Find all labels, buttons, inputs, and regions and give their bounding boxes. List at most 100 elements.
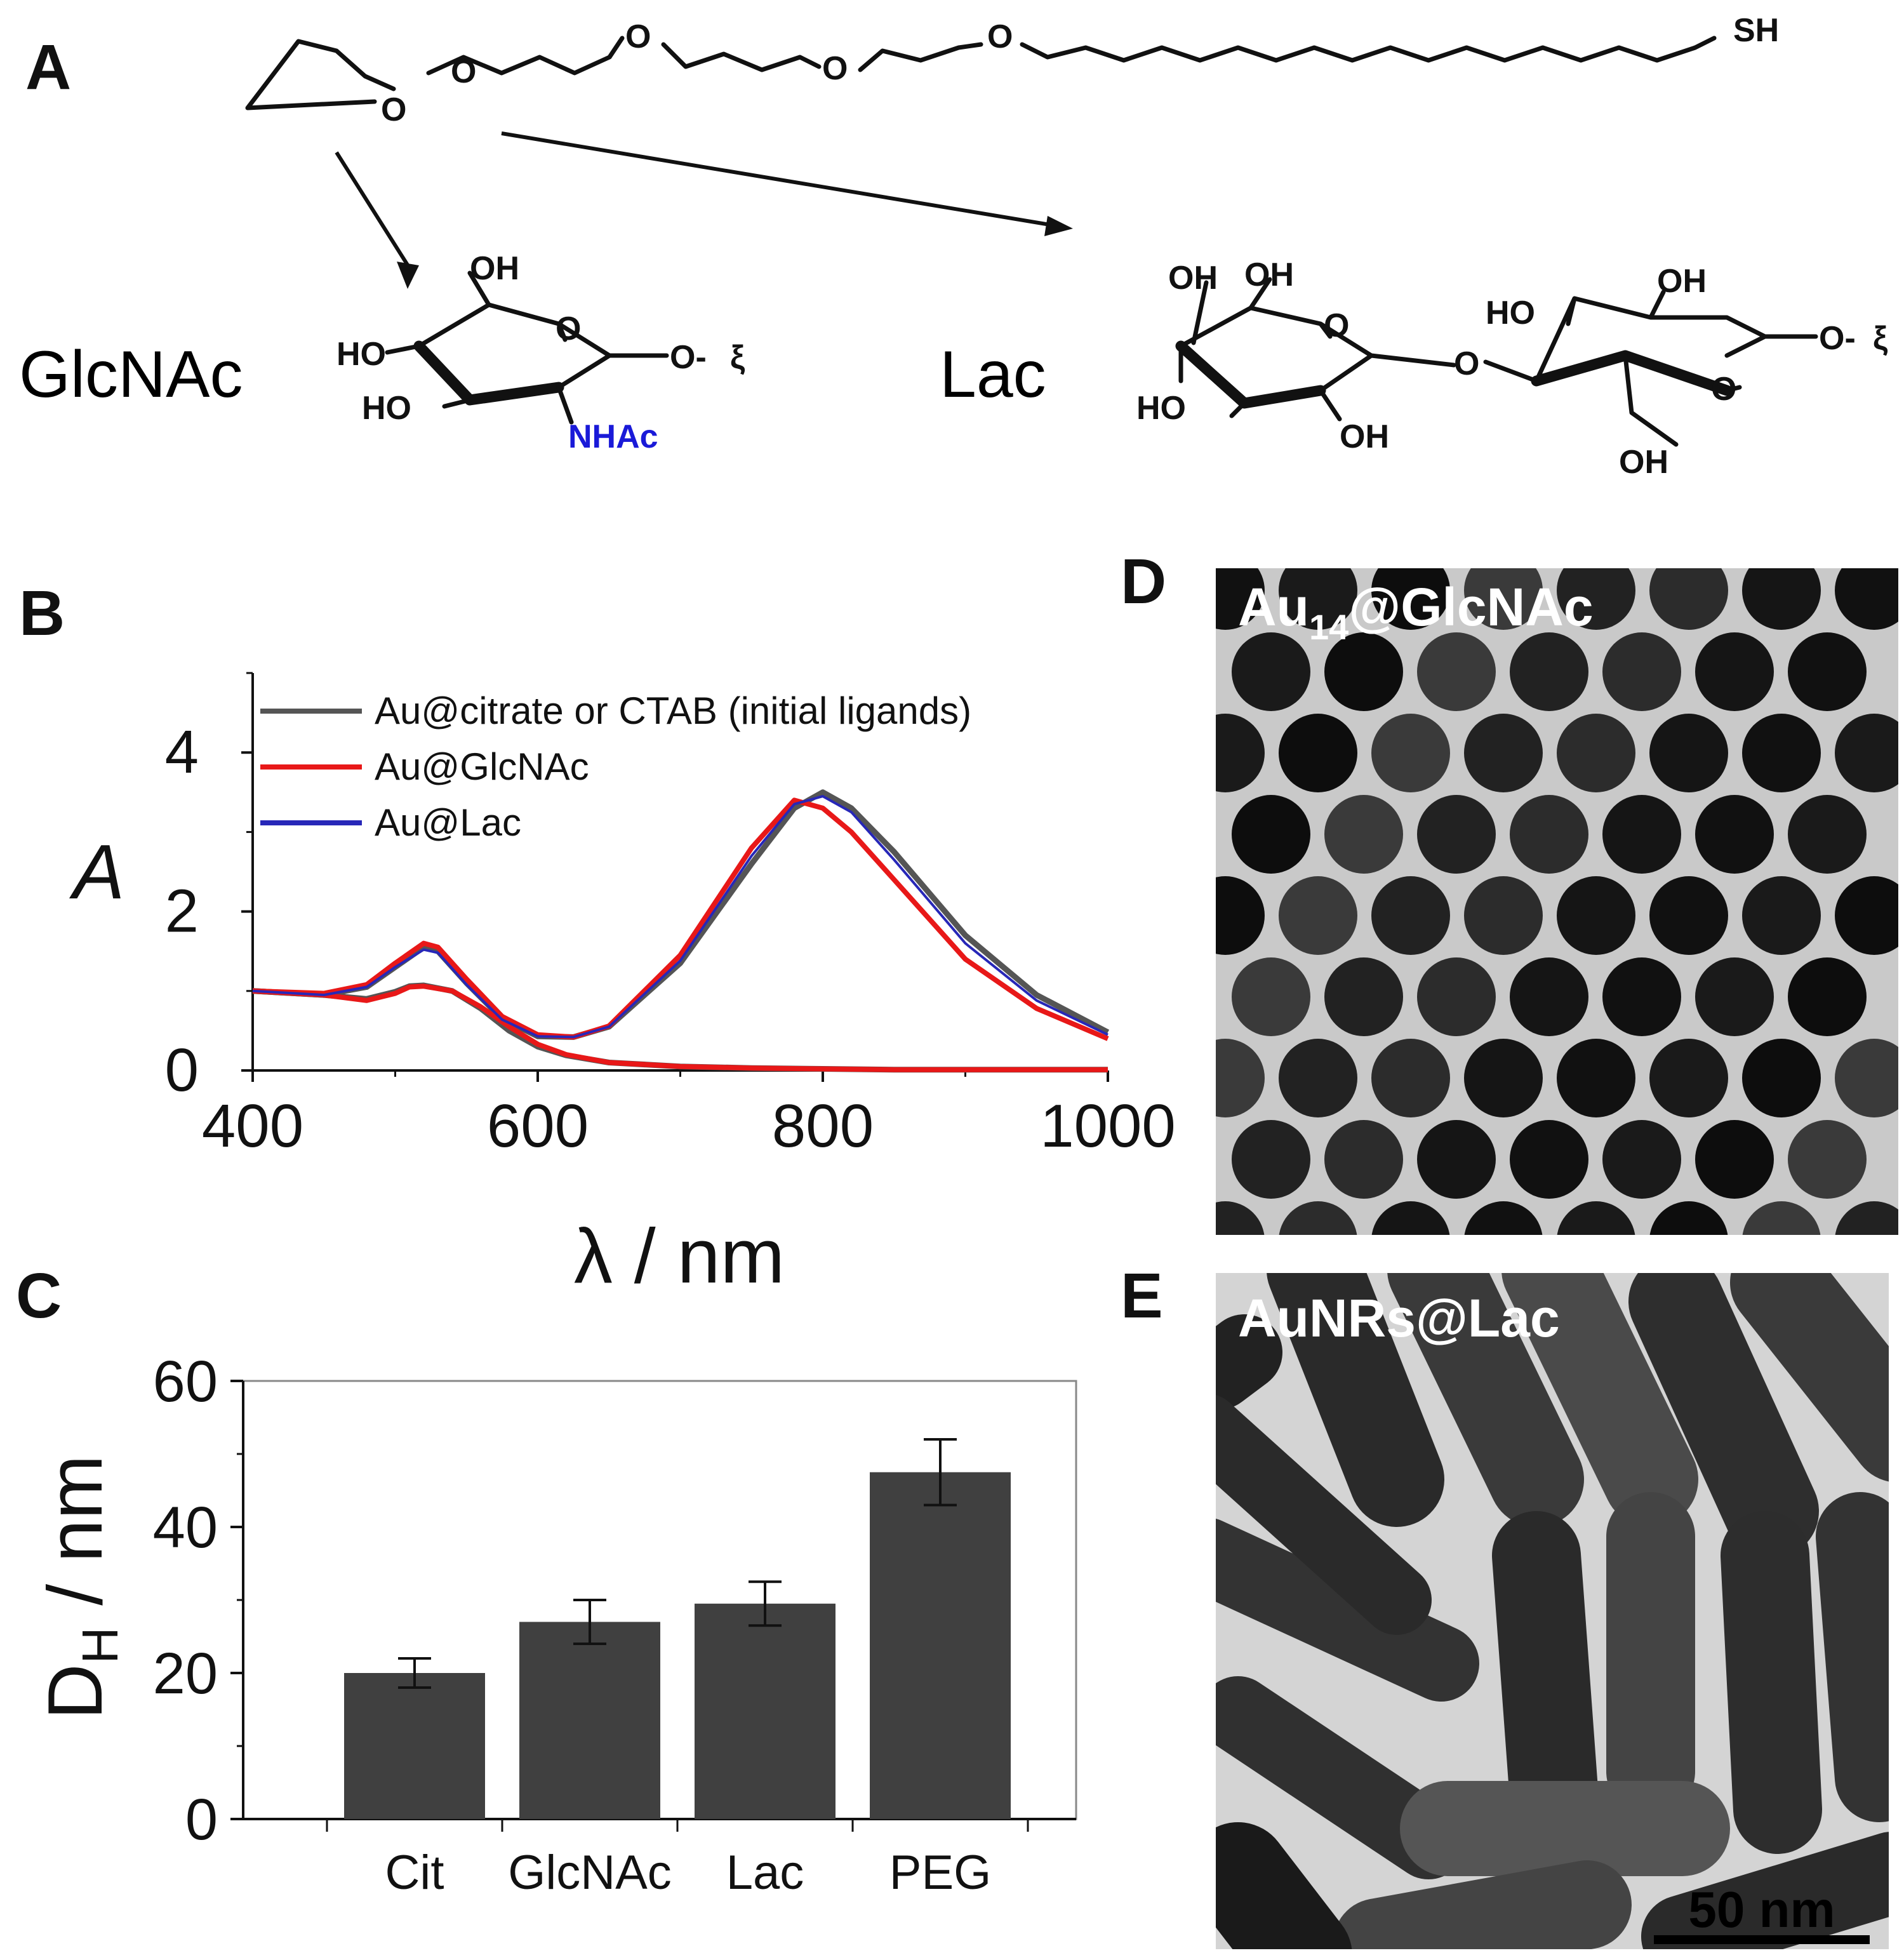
atom-o-2: O — [625, 18, 651, 55]
nanoparticle — [1602, 957, 1681, 1036]
panel-d: D Au14@GlcNAc — [1121, 546, 1904, 1280]
y-tick-label-b: 2 — [165, 877, 199, 945]
nanoparticle — [1602, 632, 1681, 711]
nanorod — [1387, 1273, 1584, 1527]
glcnac-nhac: NHAc — [568, 418, 658, 455]
nanoparticle — [1186, 551, 1265, 630]
label-glcnac: GlcNAc — [19, 338, 243, 411]
lac-o-link: O- — [1819, 320, 1856, 357]
y-axis-label-c-sub: H — [72, 1627, 128, 1664]
nanoparticle — [1464, 1039, 1543, 1117]
nanoparticle — [1279, 714, 1357, 792]
nanoparticle — [1557, 551, 1635, 630]
nanoparticle — [1695, 957, 1774, 1036]
lac-squiggle: ξ — [1873, 320, 1888, 357]
nanoparticle — [1510, 1120, 1588, 1199]
tem-label-e: AuNRs@Lac — [1238, 1288, 1560, 1348]
atom-o-4: O — [987, 18, 1013, 55]
nanoparticle — [1695, 795, 1774, 874]
x-axis-label-b: λ / nm — [574, 1213, 785, 1299]
y-tick-label-c: 40 — [153, 1495, 218, 1560]
nanoparticle — [1602, 795, 1681, 874]
y-axis-label-c-main: D — [32, 1663, 118, 1719]
nanoparticle — [1279, 1039, 1357, 1117]
glcnac-ring-o: O — [556, 310, 581, 347]
y-axis-label-c: DH / nm — [32, 1455, 128, 1719]
category-label: Lac — [726, 1846, 804, 1900]
nanoparticle — [1371, 876, 1450, 955]
panel-label-d: D — [1121, 546, 1166, 617]
tem-label-d: Au14@GlcNAc — [1238, 577, 1594, 647]
nanorod — [1816, 1492, 1889, 1822]
nanoparticle — [1279, 876, 1357, 955]
chart-spectra: 400 600 800 1000 0 2 4 A λ / nm Au@citrate or … — [69, 672, 1176, 1299]
nanoparticle — [1835, 876, 1904, 955]
nanoparticle — [1649, 1039, 1728, 1117]
nanorod — [1216, 1314, 1282, 1410]
nanoparticle — [1557, 714, 1635, 792]
glcnac-o-link: O- — [670, 339, 707, 376]
nanoparticle — [1835, 1201, 1904, 1280]
nanoparticle — [1279, 551, 1357, 630]
nanorod — [1216, 1518, 1479, 1702]
lac-oh-1: OH — [1168, 260, 1218, 297]
spectrum-line — [252, 795, 1108, 1039]
tem-particles-d — [1186, 551, 1904, 1280]
nanoparticle — [1186, 1201, 1265, 1280]
bar — [344, 1673, 485, 1819]
panel-b: B 400 600 800 1000 0 2 4 A λ / nm Au@citrate o… — [19, 578, 1176, 1299]
x-tick-label-b: 1000 — [1040, 1092, 1176, 1160]
nanoparticle — [1695, 1120, 1774, 1199]
panel-e: E AuNRs@Lac 50 nm — [1121, 1260, 1889, 1949]
nanoparticle — [1602, 1120, 1681, 1199]
nanoparticle — [1510, 795, 1588, 874]
nanoparticle — [1557, 1201, 1635, 1280]
bar — [519, 1622, 660, 1819]
lac-oh-3: OH — [1340, 418, 1389, 455]
nanorod — [1628, 1273, 1819, 1559]
lac-ho-2: HO — [1486, 295, 1535, 331]
nanorod — [1216, 1676, 1467, 1879]
atom-sh: SH — [1733, 12, 1779, 49]
x-tick-label-b: 800 — [772, 1092, 874, 1160]
nanoparticle — [1835, 551, 1904, 630]
nanoparticle — [1649, 1201, 1728, 1280]
glcnac-ho-1: HO — [336, 336, 386, 373]
nanoparticle — [1464, 551, 1543, 630]
nanorod — [1721, 1511, 1822, 1854]
nanoparticle — [1788, 1120, 1867, 1199]
nanoparticle — [1788, 957, 1867, 1036]
nanorod — [1216, 1822, 1352, 1949]
nanoparticle — [1742, 714, 1821, 792]
tem-label-d-main: Au — [1238, 577, 1309, 637]
y-tick-label-b: 0 — [165, 1036, 199, 1104]
lac-oh-4: OH — [1657, 263, 1707, 300]
nanoparticle — [1417, 795, 1496, 874]
nanoparticle — [1371, 551, 1450, 630]
lac-structure: OH OH O HO OH O HO OH O OH O- ξ — [1136, 257, 1888, 481]
nanoparticle — [1742, 1039, 1821, 1117]
nanoparticle — [1371, 714, 1450, 792]
y-tick-label-c: 60 — [153, 1349, 218, 1414]
spectrum-line — [252, 983, 1108, 1072]
nanoparticle — [1742, 1201, 1821, 1280]
nanorod — [1730, 1273, 1889, 1482]
lac-ring-o-1: O — [1324, 307, 1349, 344]
panel-label-e: E — [1121, 1260, 1163, 1331]
x-tick-label-b: 600 — [487, 1092, 589, 1160]
x-tick-label-b: 400 — [202, 1092, 303, 1160]
nanoparticle — [1232, 632, 1310, 711]
glcnac-ho-2: HO — [362, 390, 411, 427]
legend-label: Au@Lac — [375, 801, 521, 844]
nanoparticle — [1835, 714, 1904, 792]
glcnac-structure: OH O HO HO NHAc O- ξ — [336, 250, 745, 455]
nanoparticle — [1557, 1039, 1635, 1117]
nanoparticle — [1324, 1120, 1403, 1199]
category-label: PEG — [889, 1846, 992, 1900]
scale-bar-label: 50 nm — [1688, 1881, 1835, 1938]
nanoparticle — [1649, 876, 1728, 955]
lac-oh-2: OH — [1244, 257, 1294, 293]
nanoparticle — [1464, 876, 1543, 955]
nanoparticle — [1324, 632, 1403, 711]
glcnac-oh: OH — [470, 250, 519, 287]
